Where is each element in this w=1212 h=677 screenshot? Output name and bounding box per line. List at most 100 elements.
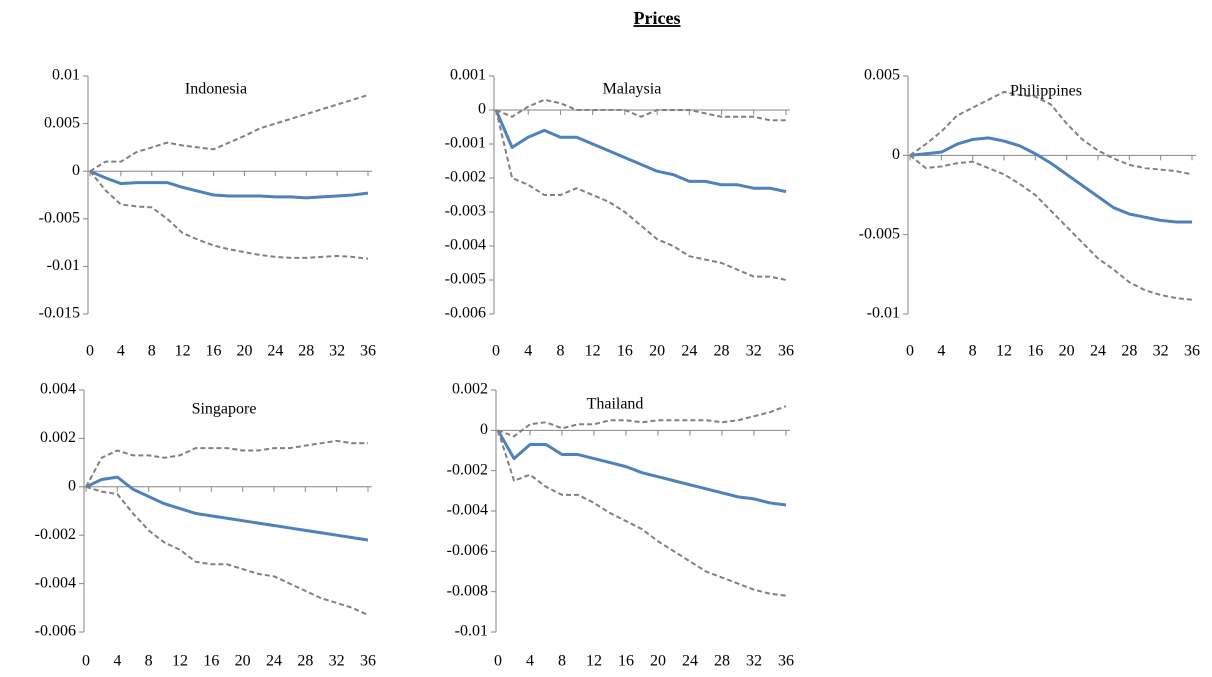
y-tick-label: 0.002	[40, 429, 76, 446]
x-tick-label: 16	[618, 653, 634, 670]
x-tick-label: 32	[746, 343, 762, 360]
response-line	[494, 109, 787, 194]
confidence-band-line	[909, 154, 1193, 301]
y-tick-label: -0.004	[35, 574, 76, 591]
panel-title: Indonesia	[185, 81, 247, 98]
y-tick-label: 0.004	[40, 381, 76, 398]
panel-title: Malaysia	[603, 81, 662, 98]
y-tick-label: 0.005	[44, 114, 80, 131]
x-tick-label: 28	[297, 653, 313, 670]
y-tick-label: 0.01	[52, 67, 80, 84]
x-tick-label: 0	[82, 653, 90, 670]
y-tick-label: -0.004	[447, 502, 488, 519]
panel-title: Singapore	[192, 401, 257, 418]
panel-title: Philippines	[1010, 83, 1082, 100]
y-tick-label: -0.004	[445, 237, 486, 254]
x-tick-label: 16	[203, 653, 219, 670]
x-tick-label: 24	[266, 653, 282, 670]
x-tick-label: 32	[329, 653, 345, 670]
y-tick-label: 0.005	[864, 67, 900, 84]
response-line	[496, 429, 787, 507]
x-tick-label: 8	[969, 343, 977, 360]
y-tick-label: -0.01	[455, 623, 488, 640]
y-tick-label: -0.005	[859, 225, 900, 242]
x-tick-label: 0	[492, 343, 500, 360]
x-tick-label: 28	[1121, 343, 1137, 360]
x-tick-label: 12	[172, 653, 188, 670]
confidence-band-line	[89, 94, 369, 173]
panel-title: Thailand	[587, 396, 644, 413]
x-tick-label: 12	[585, 343, 601, 360]
x-tick-label: 12	[586, 653, 602, 670]
y-tick-label: -0.001	[445, 135, 486, 152]
x-tick-label: 20	[1059, 343, 1075, 360]
x-tick-label: 4	[526, 653, 534, 670]
y-tick-label: 0.001	[450, 67, 486, 84]
y-tick-label: -0.006	[445, 305, 486, 322]
x-tick-label: 0	[906, 343, 914, 360]
x-tick-label: 36	[778, 653, 794, 670]
confidence-band-line	[497, 430, 787, 597]
response-line	[89, 169, 369, 200]
confidence-band-line	[495, 98, 786, 122]
y-tick-label: -0.006	[35, 623, 76, 640]
y-tick-label: -0.01	[47, 257, 80, 274]
y-tick-label: 0	[68, 477, 76, 494]
x-tick-label: 32	[746, 653, 762, 670]
x-tick-label: 0	[86, 343, 94, 360]
y-tick-label: 0	[480, 421, 488, 438]
y-tick-label: 0	[72, 162, 80, 179]
x-tick-label: 24	[681, 343, 697, 360]
x-tick-label: 8	[148, 343, 156, 360]
confidence-band-line	[85, 439, 368, 488]
x-tick-label: 0	[494, 653, 502, 670]
x-tick-label: 24	[267, 343, 283, 360]
x-tick-label: 20	[650, 653, 666, 670]
y-tick-label: -0.002	[35, 526, 76, 543]
confidence-band-line	[909, 90, 1193, 176]
x-tick-label: 24	[682, 653, 698, 670]
x-tick-label: 28	[714, 343, 730, 360]
y-tick-label: -0.015	[39, 305, 80, 322]
x-tick-label: 24	[1090, 343, 1106, 360]
y-tick-label: 0	[478, 101, 486, 118]
x-tick-label: 32	[1153, 343, 1169, 360]
x-tick-label: 36	[360, 653, 376, 670]
x-tick-label: 4	[937, 343, 945, 360]
x-tick-label: 12	[996, 343, 1012, 360]
x-tick-label: 28	[298, 343, 314, 360]
x-tick-label: 8	[145, 653, 153, 670]
y-tick-label: -0.008	[447, 582, 488, 599]
y-tick-label: -0.003	[445, 203, 486, 220]
y-tick-label: -0.002	[447, 461, 488, 478]
x-tick-label: 20	[649, 343, 665, 360]
response-line	[909, 136, 1192, 224]
confidence-band-line	[89, 170, 369, 260]
figure-title: Prices	[634, 8, 681, 28]
x-tick-label: 4	[117, 343, 125, 360]
y-tick-label: -0.005	[39, 209, 80, 226]
x-tick-label: 36	[778, 343, 794, 360]
x-tick-label: 20	[236, 343, 252, 360]
x-tick-label: 36	[1184, 343, 1200, 360]
x-tick-label: 4	[524, 343, 532, 360]
x-tick-label: 16	[617, 343, 633, 360]
confidence-band-line	[495, 109, 787, 281]
y-tick-label: 0	[892, 146, 900, 163]
y-tick-label: -0.006	[447, 542, 488, 559]
y-tick-label: -0.005	[445, 271, 486, 288]
x-tick-label: 36	[360, 343, 376, 360]
y-tick-label: 0.002	[452, 381, 488, 398]
confidence-band-line	[85, 485, 369, 616]
x-tick-label: 8	[556, 343, 564, 360]
x-tick-label: 20	[235, 653, 251, 670]
x-tick-label: 4	[113, 653, 121, 670]
x-tick-label: 16	[206, 343, 222, 360]
y-tick-label: -0.002	[445, 169, 486, 186]
x-tick-label: 28	[714, 653, 730, 670]
x-tick-label: 12	[175, 343, 191, 360]
x-tick-label: 16	[1027, 343, 1043, 360]
y-tick-label: -0.01	[867, 305, 900, 322]
x-tick-label: 8	[558, 653, 566, 670]
